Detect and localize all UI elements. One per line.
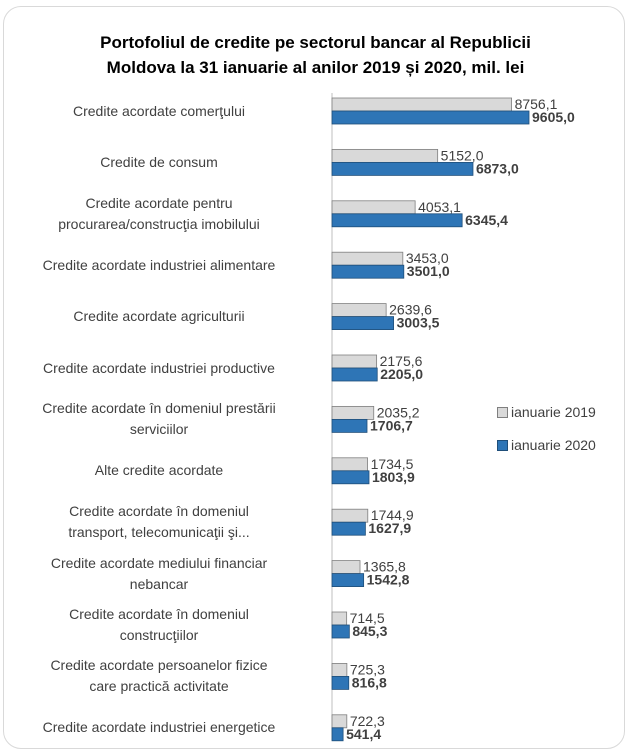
bar-2019: [331, 303, 387, 318]
bar-2020: [331, 367, 378, 382]
category-label-line: transport, telecomunicaţii şi...: [68, 524, 250, 541]
bar-2019: [331, 354, 378, 369]
bar-2020: [331, 521, 366, 536]
category-label-line: Credite acordate în domeniul: [69, 503, 249, 520]
data-label-2019: 714,5: [350, 610, 385, 626]
legend-item-2019: ianuarie 2019: [497, 404, 596, 420]
chart-title: Portofoliul de credite pe sectorul banca…: [0, 30, 631, 80]
data-label-2020: 3501,0: [407, 263, 450, 279]
category-label: Credite acordate agriculturii: [4, 306, 314, 327]
bar-2020: [331, 161, 474, 176]
category-label-line: Credite de consum: [100, 153, 218, 170]
data-label-2020: 3003,5: [397, 315, 440, 331]
category-label: Alte credite acordate: [4, 460, 314, 481]
bar-2020: [331, 264, 405, 279]
bar-2020: [331, 573, 365, 587]
legend-label-2019: ianuarie 2019: [511, 404, 596, 420]
bar-2020: [331, 470, 370, 485]
category-label: Credite acordate industriei alimentare: [4, 255, 314, 276]
chart-card: [3, 6, 625, 749]
bar-2020: [331, 676, 350, 690]
category-label-line: Credite acordate pentru: [85, 194, 233, 211]
bar-2019: [331, 405, 375, 420]
bar-2019: [331, 97, 512, 112]
legend-item-2020: ianuarie 2020: [497, 437, 596, 453]
category-label-line: Credite acordate în domeniul prestării: [42, 400, 276, 417]
category-label-line: care practică activitate: [89, 678, 229, 695]
legend-swatch-2019: [497, 406, 508, 418]
bar-2019: [331, 457, 368, 472]
category-label: Credite acordate persoanelor fizice care …: [4, 655, 314, 697]
data-label-2020: 1542,8: [367, 572, 410, 588]
data-label-2019: 725,3: [350, 661, 385, 677]
data-label-2020: 6345,4: [465, 212, 508, 228]
bar-2019: [331, 200, 416, 215]
category-label-line: procurarea/construcţia imobilului: [58, 215, 260, 232]
data-label-2019: 2035,2: [377, 404, 420, 420]
category-label-line: Credite acordate industriei alimentare: [42, 256, 276, 273]
legend-swatch-2020: [497, 439, 508, 451]
bar-2019: [331, 251, 404, 266]
category-label-line: Credite acordate industriei productive: [43, 359, 275, 376]
category-label: Credite acordate comerţului: [4, 101, 314, 122]
category-label-line: Credite acordate în domeniul: [69, 606, 249, 622]
bar-2020: [331, 624, 350, 639]
legend-label-2020: ianuarie 2020: [511, 437, 596, 453]
category-label-line: Credite acordate agriculturii: [73, 308, 245, 325]
category-label-line: Credite acordate mediului financiar: [50, 554, 268, 571]
category-label: Credite acordate pentru procurarea/constr…: [4, 193, 314, 235]
category-label: Credite acordate industriei productive: [4, 358, 314, 379]
bar-2020: [331, 110, 530, 125]
category-label-line: Alte credite acordate: [94, 462, 224, 479]
data-label-2019: 8756,1: [515, 96, 558, 112]
category-label: Credite acordate în domeniul construcţiil…: [4, 604, 314, 646]
category-label: Credite acordate în domeniul transport, t…: [4, 501, 314, 543]
bar-2019: [331, 611, 348, 626]
bar-2019: [331, 508, 369, 523]
data-label-2020: 816,8: [352, 674, 387, 690]
bar-2019: [331, 714, 348, 729]
data-label-2020: 1627,9: [368, 520, 411, 536]
category-label: Credite acordate în domeniul prestării se…: [4, 398, 314, 440]
data-label-2020: 1803,9: [372, 469, 415, 485]
data-label-2019: 722,3: [350, 713, 385, 729]
data-label-2019: 1365,8: [363, 559, 406, 575]
data-label-2020: 1706,7: [370, 417, 413, 433]
category-label-line: serviciilor: [129, 421, 189, 438]
category-label: Credite acordate industriei energetice: [4, 717, 314, 738]
bar-2020: [331, 727, 344, 742]
category-label-line: Credite acordate industriei energetice: [42, 719, 276, 736]
data-label-2019: 2175,6: [380, 353, 423, 369]
data-label-2019: 3453,0: [406, 250, 449, 266]
data-label-2019: 5152,0: [441, 147, 484, 163]
category-label: Credite de consum: [4, 152, 314, 173]
category-label-line: Credite acordate persoanelor fizice: [50, 657, 268, 674]
bar-2020: [331, 213, 463, 228]
data-label-2020: 2205,0: [380, 366, 423, 382]
bar-2020: [331, 418, 368, 433]
category-label-line: nebancar: [129, 575, 189, 592]
data-label-2019: 1744,9: [371, 507, 414, 523]
data-label-2020: 541,4: [346, 726, 381, 742]
bar-2019: [331, 148, 439, 163]
chart-title-line-1: Portofoliul de credite pe sectorul banca…: [100, 33, 531, 52]
bar-2019: [331, 663, 348, 677]
data-label-2019: 1734,5: [371, 456, 414, 472]
chart-title-line-2: Moldova la 31 ianuarie al anilor 2019 și…: [106, 58, 525, 77]
data-label-2020: 9605,0: [532, 109, 575, 125]
data-label-2020: 6873,0: [476, 160, 519, 176]
category-label: Credite acordate mediului financiar neban…: [4, 553, 314, 595]
category-label-line: Credite acordate comerţului: [73, 102, 245, 119]
category-label-line: construcţiilor: [119, 627, 199, 643]
data-label-2019: 2639,6: [389, 302, 432, 318]
data-label-2020: 845,3: [352, 623, 387, 639]
bar-2019: [331, 560, 361, 574]
bar-2020: [331, 316, 395, 331]
data-label-2019: 4053,1: [418, 199, 461, 215]
